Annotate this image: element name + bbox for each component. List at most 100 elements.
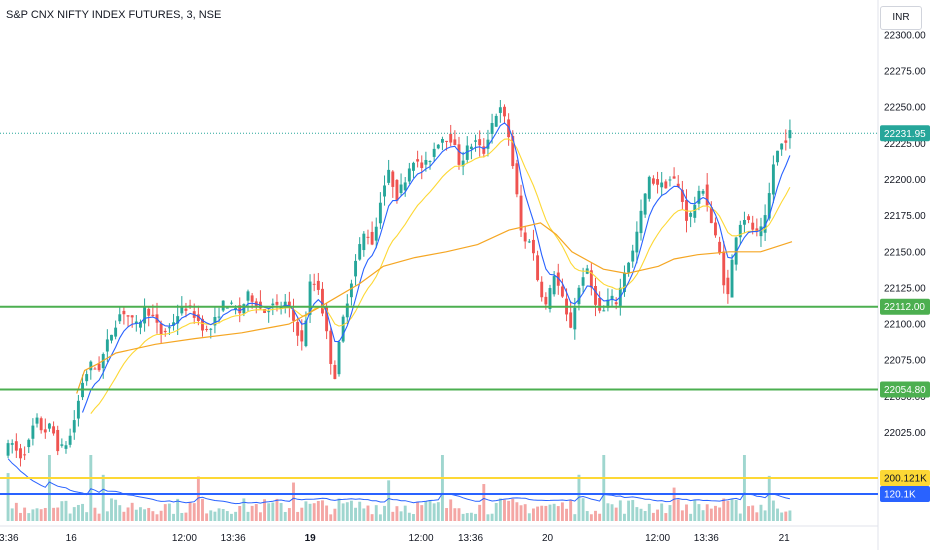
volume-bar (387, 480, 391, 521)
candle-body (172, 322, 175, 326)
candle-body (668, 179, 672, 181)
volume-ma-blue-tag-label: 120.1K (884, 490, 916, 501)
horizontal-level-tag (880, 298, 930, 315)
candle-body (358, 244, 362, 260)
candle-body (296, 321, 300, 336)
candle-body (709, 207, 713, 224)
candle-body (167, 327, 171, 329)
volume-bar (52, 507, 56, 521)
candle-body (196, 314, 200, 321)
volume-bar (279, 502, 283, 521)
volume-bar (399, 511, 403, 521)
time-tick-label: 20 (542, 533, 554, 544)
candle-body (47, 423, 51, 429)
volume-bar (511, 498, 515, 521)
candle-body (126, 315, 130, 317)
volume-bar (358, 501, 362, 521)
volume-bar (329, 514, 333, 521)
candle-body (623, 272, 626, 293)
candle-body (515, 163, 519, 195)
volume-bar (138, 507, 142, 521)
candle-body (246, 291, 250, 301)
candle-body (784, 140, 788, 143)
volume-bar (631, 500, 635, 521)
candle-body (474, 140, 477, 142)
candle-body (68, 435, 72, 445)
volume-bar (56, 507, 60, 521)
volume-bar (714, 505, 717, 521)
volume-bar (72, 507, 76, 521)
candle-body (387, 169, 391, 183)
volume-bar (391, 511, 395, 521)
candle-body (788, 130, 792, 139)
volume-bar (217, 508, 221, 521)
volume-bar (118, 505, 122, 521)
volume-bar (680, 510, 684, 521)
volume-bar (23, 507, 27, 521)
volume-bar (701, 510, 705, 521)
time-tick-label: 21 (779, 533, 791, 544)
candle-body (478, 139, 482, 146)
volume-bar (540, 505, 544, 521)
candle-body (159, 323, 163, 335)
volume-bar (610, 504, 614, 521)
time-tick-label: 13:36 (694, 533, 719, 544)
volume-bar (436, 502, 440, 521)
volume-bar (395, 506, 399, 521)
volume-bar (784, 511, 788, 521)
candle-body (606, 299, 610, 308)
volume-bar (552, 503, 556, 521)
volume-bar (465, 513, 469, 521)
candle-body (147, 308, 151, 316)
candle-body (329, 330, 333, 364)
candle-body (312, 283, 316, 285)
candle-body (610, 295, 614, 299)
candle-body (560, 286, 564, 297)
volume-bar (97, 513, 101, 521)
candle-body (531, 239, 535, 254)
time-tick-label: 19 (305, 533, 317, 544)
volume-bar (172, 513, 175, 521)
volume-bar (428, 500, 432, 521)
candle-body (354, 260, 358, 277)
candle-body (449, 133, 453, 143)
volume-bar (560, 502, 564, 521)
candle-body (676, 183, 680, 188)
candle-body (643, 193, 647, 215)
candle-body (399, 184, 403, 194)
candle-body (664, 181, 668, 189)
candle-body (60, 444, 64, 446)
candle-body (14, 441, 18, 451)
candle-body (308, 281, 312, 315)
candle-body (440, 139, 444, 143)
candle-body (238, 305, 242, 314)
volume-bar (316, 500, 320, 521)
volume-bar (180, 512, 184, 521)
volume-bar (788, 510, 792, 521)
candle-body (420, 162, 424, 168)
price-tick-label: 22125.00 (884, 283, 926, 294)
candle-body (337, 341, 341, 375)
candle-body (275, 301, 279, 305)
volume-bar (531, 508, 535, 521)
candle-body (569, 312, 573, 328)
volume-bar (304, 501, 308, 521)
candle-body (755, 228, 759, 232)
volume-bar (163, 504, 167, 521)
candle-body (52, 426, 56, 434)
candle-body (412, 162, 415, 171)
candle-body (304, 320, 308, 347)
volume-bar (523, 504, 527, 521)
volume-bar (238, 505, 242, 521)
candle-body (151, 314, 155, 317)
candle-body (759, 226, 763, 237)
volume-bar (39, 509, 43, 521)
volume-bar (664, 513, 668, 521)
volume-bar (283, 511, 287, 521)
currency-selector[interactable]: INR (880, 6, 922, 30)
volume-bar (308, 503, 312, 521)
volume-bar (656, 509, 660, 521)
volume-bar (105, 511, 109, 521)
candle-body (97, 363, 101, 371)
